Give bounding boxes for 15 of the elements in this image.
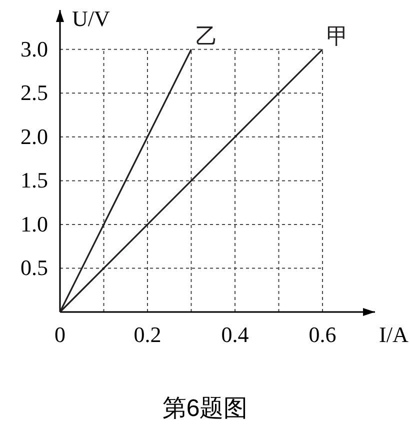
y-tick-label: 1.5	[20, 168, 48, 193]
x-tick-label: 0.6	[308, 322, 336, 347]
y-axis-title: U/V	[72, 6, 110, 31]
y-tick-label: 1.0	[20, 211, 48, 236]
text: 第6题图	[162, 395, 248, 422]
x-tick-label: 0	[54, 322, 66, 347]
y-tick-label: 2.5	[20, 80, 48, 106]
x-tick-label: 0.2	[134, 322, 162, 347]
y-tick-label: 2.0	[20, 124, 48, 149]
series-label: 乙	[195, 23, 218, 48]
y-tick-label: 3.0	[20, 36, 48, 62]
y-tick-label: 0.5	[20, 255, 48, 280]
x-tick-label: 0.4	[221, 322, 249, 347]
series-label: 甲	[326, 23, 348, 48]
x-axis-title: I/A	[379, 322, 408, 347]
